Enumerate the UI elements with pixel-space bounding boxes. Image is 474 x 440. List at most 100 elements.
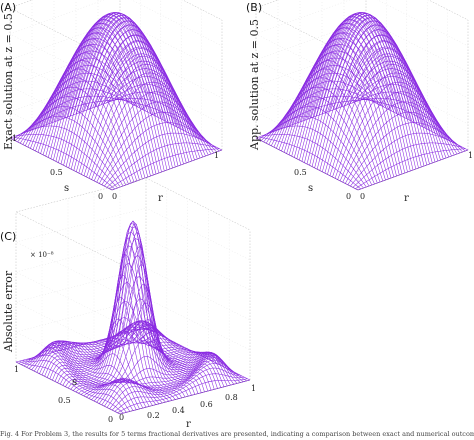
- panel-b-mesh-line: [360, 98, 463, 153]
- panel-c-mesh-line: [84, 223, 189, 397]
- panel-c-surface: [15, 220, 251, 415]
- panel-c-mesh-line: [145, 327, 251, 381]
- panel-b-mesh-line: [343, 53, 447, 159]
- panel-b-mesh-line: [308, 14, 411, 172]
- panel-a-mesh-line: [95, 46, 198, 160]
- panel-b-mesh-line: [294, 32, 397, 177]
- panel-a-mesh-line: [78, 17, 182, 166]
- panel-b-grid: [365, 19, 469, 73]
- panel-a-mesh-line: [89, 34, 193, 162]
- panel-c-mesh-line: [41, 341, 147, 408]
- panel-b-mesh-line: [288, 45, 392, 179]
- panel-c-grid: [145, 267, 251, 321]
- panel-c-mesh-line: [58, 337, 163, 404]
- panel-b-mesh-line: [291, 38, 395, 178]
- panel-c-s-tick-1: 1: [14, 365, 19, 374]
- panel-b-mesh-line: [258, 136, 361, 190]
- panel-b-mesh-line: [338, 40, 441, 161]
- panel-a-mesh-line: [45, 38, 149, 178]
- panel-a-mesh-line: [42, 45, 146, 179]
- panel-a-mesh-line: [12, 136, 115, 190]
- panel-b: (B) App. solution at z = 0.5 s r 0.5 0 0…: [246, 0, 473, 204]
- panel-b-mesh-line: [330, 24, 433, 164]
- panel-b-surface: [255, 12, 469, 191]
- panel-c-mesh-line: [110, 332, 215, 390]
- panel-c-mesh-line: [87, 231, 192, 396]
- panel-c-r-label: r: [186, 419, 191, 430]
- panel-a-zlabel: Exact solution at z = 0.5: [2, 13, 15, 150]
- panel-b-mesh-line: [357, 91, 461, 154]
- panel-a-grid: [119, 19, 223, 73]
- panel-c-r-tick-08: 0.8: [225, 393, 238, 402]
- panel-b-grid: [365, 45, 469, 99]
- panel-b-grid: [377, 0, 469, 47]
- panel-b-mesh-line: [341, 46, 444, 160]
- panel-b-mesh-line: [349, 68, 452, 157]
- panel-a-grid: [9, 85, 113, 139]
- panel-b-zlabel: App. solution at z = 0.5: [248, 19, 261, 151]
- panel-c-scale: × 10⁻⁸: [30, 251, 54, 259]
- panel-c-mesh-line: [142, 328, 247, 382]
- panel-a-wall-edge: [182, 0, 223, 21]
- panel-a-mesh-line: [64, 12, 168, 171]
- panel-c-mesh-line: [67, 274, 173, 401]
- panel-b-s-label: s: [308, 183, 313, 194]
- panel-a-mesh-line: [15, 134, 118, 189]
- panel-a-grid: [9, 33, 113, 87]
- panel-c-s-tick-05: 0.5: [58, 396, 71, 405]
- panel-a-mesh-line: [84, 24, 187, 164]
- panel-a-s-tick-1: 1: [12, 134, 17, 143]
- panel-c-mesh-line: [25, 354, 131, 412]
- panel-c-r-tick-0: 0: [119, 413, 124, 422]
- panel-b-mesh-line: [365, 97, 469, 151]
- panel-b-r-tick-1: 1: [468, 151, 473, 160]
- panel-c-mesh-line: [90, 246, 196, 395]
- panel-b-mesh-line: [255, 137, 359, 191]
- panel-c-mesh-line: [106, 332, 212, 391]
- panel-a-mesh-line: [31, 77, 135, 183]
- panel-b-mesh-line: [302, 19, 406, 174]
- panel-a-mesh-line: [114, 98, 217, 153]
- panel-b-grid: [255, 85, 359, 139]
- panel-c-grid: [15, 241, 121, 295]
- panel-c-box: [15, 177, 251, 415]
- panel-b-mesh-line: [346, 60, 450, 158]
- panel-a-r-tick-0: 0: [112, 192, 117, 201]
- panel-b-mesh-line: [335, 34, 439, 162]
- panel-a-mesh-line: [73, 13, 176, 168]
- panel-b-label: (B): [246, 1, 262, 14]
- panel-c-mesh-line: [119, 323, 225, 387]
- panel-a-label: (A): [0, 1, 16, 14]
- panel-c-r-tick-1: 1: [251, 384, 256, 393]
- panel-c-label: (C): [0, 230, 16, 243]
- panel-c: (C) × 10⁻⁸ Absolute error s r 1 0.5 0 0 …: [0, 177, 256, 430]
- panel-b-r-label: r: [404, 193, 409, 204]
- panel-c-r-tick-02: 0.2: [147, 411, 160, 420]
- panel-c-grid: [15, 331, 121, 385]
- panel-a-s-tick-05: 0.5: [50, 168, 63, 177]
- panel-b-mesh-line: [350, 132, 461, 187]
- panel-c-mesh-line: [15, 361, 121, 415]
- panel-b-wall-edge: [255, 0, 279, 9]
- panel-b-mesh-line: [324, 17, 428, 166]
- panel-b-s-tick-05: 0.5: [294, 168, 307, 177]
- panel-a-wall-edge: [9, 0, 33, 9]
- panel-c-mesh-line: [116, 325, 222, 388]
- panel-c-grid: [15, 267, 147, 303]
- panel-a-r-label: r: [158, 193, 163, 204]
- panel-a-mesh-line: [62, 14, 165, 172]
- panel-a-mesh-line: [97, 53, 201, 159]
- panel-b-mesh-line: [283, 60, 386, 181]
- panel-b-mesh-line: [277, 77, 381, 183]
- panel-c-mesh-line: [74, 237, 179, 399]
- panel-a-mesh-line: [103, 68, 206, 157]
- panel-c-zlabel: Absolute error: [2, 270, 15, 353]
- panel-a-r-tick-1: 1: [214, 151, 219, 160]
- panel-a-s-label: s: [64, 183, 69, 194]
- panel-a-mesh-line: [34, 68, 138, 182]
- panel-c-s-tick-0: 0: [108, 415, 113, 424]
- panel-a-mesh-line: [104, 132, 215, 187]
- panel-b-grid: [255, 33, 359, 87]
- panel-a-mesh-line: [56, 19, 160, 174]
